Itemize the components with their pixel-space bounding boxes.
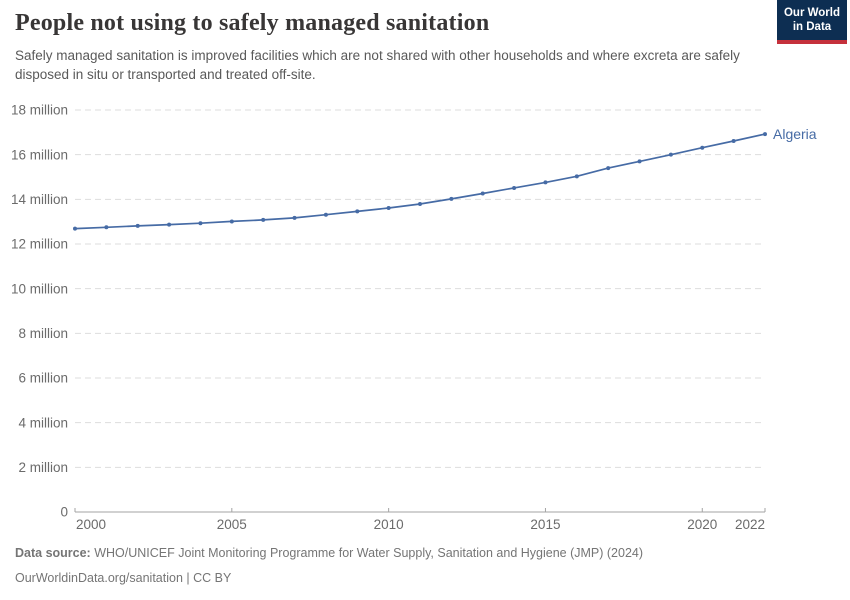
data-point[interactable] bbox=[292, 215, 297, 220]
x-axis-tick-label: 2022 bbox=[735, 517, 765, 532]
data-point[interactable] bbox=[167, 222, 172, 227]
y-axis-tick-label: 16 million bbox=[11, 147, 68, 162]
data-point[interactable] bbox=[229, 219, 234, 224]
y-axis-tick-label: 0 bbox=[60, 505, 68, 520]
owid-logo[interactable]: Our World in Data bbox=[777, 0, 847, 44]
data-point[interactable] bbox=[104, 225, 109, 230]
y-axis-tick-label: 12 million bbox=[11, 237, 68, 252]
data-point[interactable] bbox=[668, 152, 673, 157]
data-source-label: Data source: bbox=[15, 546, 91, 560]
series-label[interactable]: Algeria bbox=[773, 126, 817, 142]
owid-logo-line1: Our World bbox=[783, 6, 840, 19]
data-point[interactable] bbox=[512, 185, 517, 190]
trend-line[interactable] bbox=[74, 133, 766, 230]
data-point[interactable] bbox=[386, 206, 391, 211]
x-axis-tick-label: 2000 bbox=[76, 517, 106, 532]
data-source-text: WHO/UNICEF Joint Monitoring Programme fo… bbox=[94, 546, 644, 560]
data-point[interactable] bbox=[700, 145, 705, 150]
data-point[interactable] bbox=[731, 139, 736, 144]
y-axis-tick-label: 6 million bbox=[18, 371, 68, 386]
y-axis-tick-label: 18 million bbox=[11, 103, 68, 118]
data-point[interactable] bbox=[606, 166, 611, 171]
data-point[interactable] bbox=[480, 191, 485, 196]
data-point[interactable] bbox=[449, 196, 454, 201]
line-chart-canvas[interactable]: 0 2 million 4 million 6 million 8 million 10 … bbox=[0, 98, 850, 543]
data-point[interactable] bbox=[135, 223, 140, 228]
data-point[interactable] bbox=[763, 132, 767, 137]
data-point[interactable] bbox=[543, 180, 548, 185]
data-point[interactable] bbox=[323, 212, 328, 217]
data-point[interactable] bbox=[73, 226, 77, 231]
x-axis-tick-label: 2010 bbox=[374, 517, 404, 532]
y-axis-tick-label: 4 million bbox=[18, 415, 68, 430]
data-point[interactable] bbox=[198, 221, 203, 226]
license-line[interactable]: OurWorldinData.org/sanitation | CC BY bbox=[15, 571, 232, 586]
y-axis-tick-label: 2 million bbox=[18, 460, 68, 475]
x-axis-tick-label: 2020 bbox=[687, 517, 717, 532]
y-axis-tick-label: 8 million bbox=[18, 326, 68, 341]
y-axis-tick-label: 14 million bbox=[11, 192, 68, 207]
x-axis-tick-label: 2015 bbox=[530, 517, 560, 532]
data-point[interactable] bbox=[637, 159, 642, 164]
line-chart-svg: 0 2 million 4 million 6 million 8 million 10 … bbox=[11, 103, 817, 532]
chart-footer: Data source: WHO/UNICEF Joint Monitoring… bbox=[15, 544, 835, 594]
chart-subtitle: Safely managed sanitation is improved fa… bbox=[15, 48, 740, 82]
y-axis-tick-label: 10 million bbox=[11, 281, 68, 296]
x-axis-tick-label: 2005 bbox=[217, 517, 247, 532]
owid-logo-line2: in Data bbox=[792, 21, 832, 33]
data-point[interactable] bbox=[418, 202, 422, 207]
page-title: People not using to safely managed sanit… bbox=[15, 10, 490, 36]
data-source-line: Data source: WHO/UNICEF Joint Monitoring… bbox=[15, 544, 835, 562]
data-point[interactable] bbox=[574, 174, 579, 179]
chart-header: People not using to safely managed sanit… bbox=[15, 10, 835, 85]
data-point[interactable] bbox=[261, 217, 266, 222]
data-point[interactable] bbox=[355, 209, 360, 214]
